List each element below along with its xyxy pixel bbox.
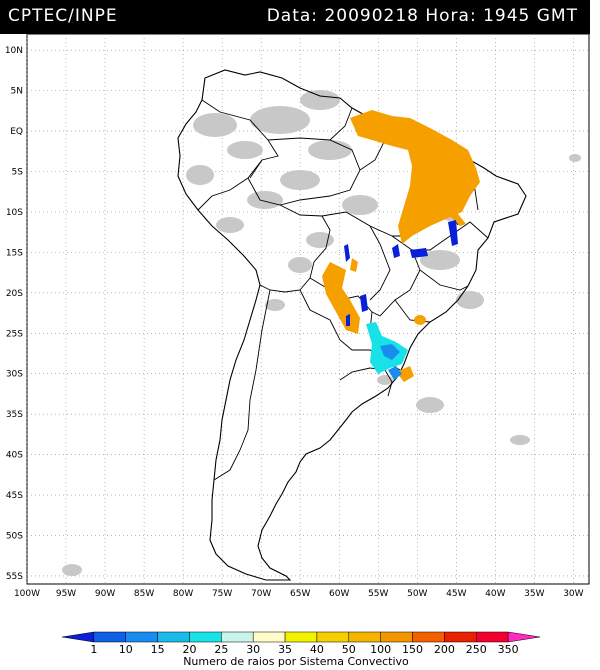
longitude-label: 45W	[446, 589, 466, 599]
longitude-label: 70W	[251, 589, 271, 599]
longitude-label: 55W	[368, 589, 388, 599]
color-scale-tick-label: 30	[246, 643, 260, 656]
latitude-label: 50S	[6, 531, 23, 541]
latitude-label: EQ	[10, 127, 23, 137]
latitude-label: 5S	[12, 168, 24, 178]
longitude-label: 85W	[134, 589, 154, 599]
latitude-label: 15S	[6, 248, 23, 258]
color-scale-tick-label: 50	[342, 643, 356, 656]
longitude-label: 100W	[14, 589, 40, 599]
timestamp-label: Data: 20090218 Hora: 1945 GMT	[266, 6, 578, 26]
longitude-label: 65W	[290, 589, 310, 599]
longitude-label: 80W	[173, 589, 193, 599]
color-scale-title: Numero de raios por Sistema Convectivo	[183, 655, 409, 668]
color-scale-tick-label: 250	[466, 643, 487, 656]
map-frame	[26, 33, 590, 585]
latitude-label: 55S	[6, 572, 23, 582]
color-scale-swatch	[316, 631, 350, 643]
color-scale-tick-label: 35	[278, 643, 292, 656]
latitude-labels: 10N 5N EQ 5S 10S 15S 20S 25S 30S 35S 40S 45S 50S 55S	[5, 46, 23, 582]
latitude-label: 5N	[11, 87, 23, 97]
lightning-1-10	[344, 220, 458, 326]
color-scale-tick-label: 25	[214, 643, 228, 656]
lightning-100-150	[322, 110, 480, 382]
color-scale-swatch	[348, 631, 381, 643]
color-scale-swatch	[252, 631, 286, 643]
longitude-label: 50W	[407, 589, 427, 599]
color-scale-swatch	[507, 631, 541, 643]
longitude-label: 95W	[56, 589, 76, 599]
latitude-label: 25S	[6, 329, 23, 339]
latitude-label: 30S	[6, 370, 23, 380]
color-scale-swatch	[157, 631, 190, 643]
color-scale-swatch	[444, 631, 477, 643]
color-scale-swatch	[380, 631, 413, 643]
color-scale-tick-label: 10	[119, 643, 133, 656]
cloud-cover	[62, 90, 581, 576]
longitude-label: 35W	[524, 589, 544, 599]
source-label: CPTEC/INPE	[8, 6, 118, 26]
color-scale-tick-label: 150	[402, 643, 423, 656]
longitude-label: 90W	[95, 589, 115, 599]
longitude-label: 30W	[563, 589, 583, 599]
color-scale-swatch	[284, 631, 318, 643]
longitude-label: 60W	[329, 589, 349, 599]
color-scale-tick-label: 40	[310, 643, 324, 656]
latitude-label: 40S	[6, 451, 23, 461]
color-scale-tick-label: 200	[434, 643, 455, 656]
lightning-10-15	[380, 344, 402, 380]
latitude-label: 35S	[6, 410, 23, 420]
color-scale-tick-label: 20	[182, 643, 196, 656]
color-scale-swatch	[412, 631, 445, 643]
color-scale-tick-label: 100	[370, 643, 391, 656]
color-scale-swatch	[221, 631, 254, 643]
latitude-label: 10S	[6, 208, 23, 218]
latitude-label: 20S	[6, 289, 23, 299]
longitude-label: 75W	[212, 589, 232, 599]
color-scale-tick-label: 15	[151, 643, 165, 656]
longitude-labels: 100W 95W 90W 85W 80W 75W 70W 65W 60W 55W 50W 45W 40W…	[14, 589, 584, 599]
color-scale: 1 10 15 20 25 30 35 40 50 100 150 200 250 350	[61, 631, 541, 656]
color-scale-swatch	[61, 631, 95, 643]
longitude-label: 40W	[485, 589, 505, 599]
latitude-label: 45S	[6, 491, 23, 501]
color-scale-swatch	[189, 631, 222, 643]
title-bar: CPTEC/INPE Data: 20090218 Hora: 1945 GMT	[0, 0, 590, 34]
color-scale-swatch	[476, 631, 509, 643]
color-scale-tick-label: 1	[90, 643, 97, 656]
latitude-label: 10N	[5, 46, 23, 56]
color-scale-swatch	[93, 631, 126, 643]
color-scale-tick-label: 350	[498, 643, 519, 656]
color-scale-swatch	[125, 631, 158, 643]
